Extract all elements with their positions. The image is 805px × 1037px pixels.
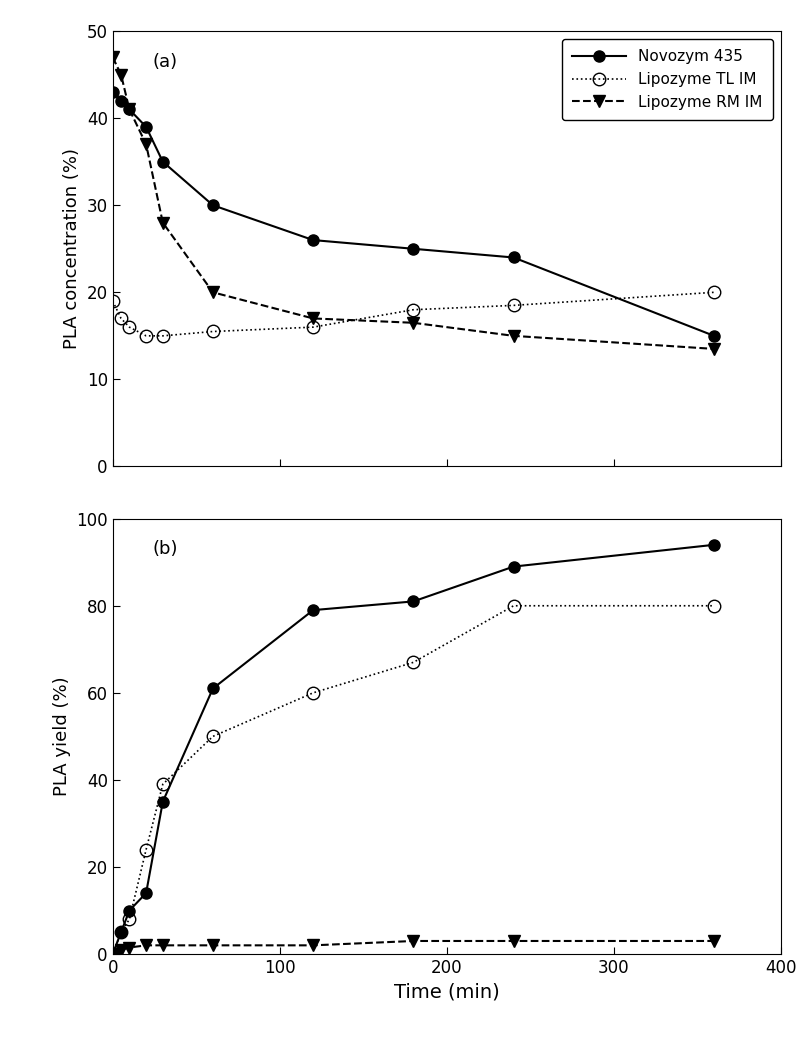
Y-axis label: PLA concentration (%): PLA concentration (%)	[63, 148, 81, 349]
Text: (a): (a)	[153, 53, 178, 71]
Text: (b): (b)	[153, 540, 178, 559]
Y-axis label: PLA yield (%): PLA yield (%)	[52, 676, 71, 796]
X-axis label: Time (min): Time (min)	[394, 982, 500, 1002]
Legend: Novozym 435, Lipozyme TL IM, Lipozyme RM IM: Novozym 435, Lipozyme TL IM, Lipozyme RM…	[562, 38, 774, 120]
